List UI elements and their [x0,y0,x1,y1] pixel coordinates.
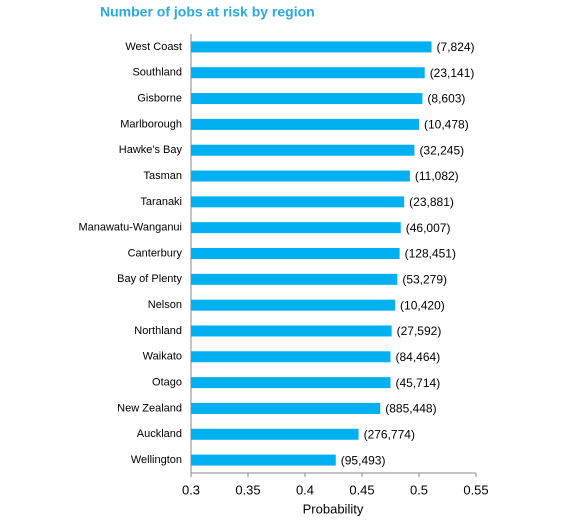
bar [191,67,425,79]
y-tick-label: Taranaki [140,196,182,208]
bar [191,170,410,182]
y-tick-label: Bay of Plenty [117,273,182,285]
y-tick-label: Auckland [137,428,182,440]
y-tick-label: Tasman [143,170,182,182]
data-label: (11,082) [415,169,459,183]
bar [191,273,398,285]
bar [191,118,419,130]
bar [191,144,415,156]
data-label: (128,451) [405,247,456,261]
bar [191,454,336,466]
x-tick-label: 0.45 [349,482,374,497]
data-label: (885,448) [385,402,436,416]
data-label: (8,603) [427,92,465,106]
bar [191,248,400,259]
data-label: (53,279) [402,272,447,286]
y-tick-label: Canterbury [128,247,183,259]
x-tick-label: 0.5 [410,482,428,497]
y-tick-label: Marlborough [120,118,182,130]
y-tick-label: Gisborne [137,92,182,104]
data-label: (10,420) [400,298,445,312]
bar [191,351,391,363]
y-tick-label: Northland [134,325,182,337]
bar [191,222,401,234]
data-label: (7,824) [437,40,475,54]
y-tick-label: Otago [152,377,182,389]
bar [191,299,396,311]
x-tick-label: 0.3 [182,482,200,497]
data-label: (10,478) [424,118,469,132]
y-tick-label: Manawatu-Wanganui [78,222,182,234]
data-label: (95,493) [341,453,386,467]
bar [191,93,423,105]
y-tick-label: Nelson [148,299,182,311]
y-tick-label: Hawke's Bay [119,144,183,156]
data-label: (32,245) [419,143,464,157]
y-tick-label: West Coast [125,41,182,53]
bar [191,402,381,414]
data-label: (23,141) [430,66,475,80]
bar [191,377,391,389]
y-tick-label: Waikato [143,351,182,363]
x-axis-label: Probability [303,501,364,516]
data-label: (23,881) [409,195,454,209]
y-tick-label: Wellington [131,454,182,466]
bar [191,196,405,208]
data-label: (84,464) [396,350,441,364]
bar [191,428,359,440]
data-label: (45,714) [396,376,441,390]
x-tick-label: 0.35 [235,482,260,497]
data-label: (27,592) [397,324,442,338]
chart-title: Number of jobs at risk by region [100,4,315,20]
x-tick-label: 0.55 [463,482,488,497]
data-label: (276,774) [364,427,415,441]
data-label: (46,007) [406,221,451,235]
y-tick-label: Southland [132,67,182,79]
x-tick-label: 0.4 [296,482,314,497]
bar [191,41,432,53]
y-tick-label: New Zealand [117,402,182,414]
bar [191,325,392,337]
